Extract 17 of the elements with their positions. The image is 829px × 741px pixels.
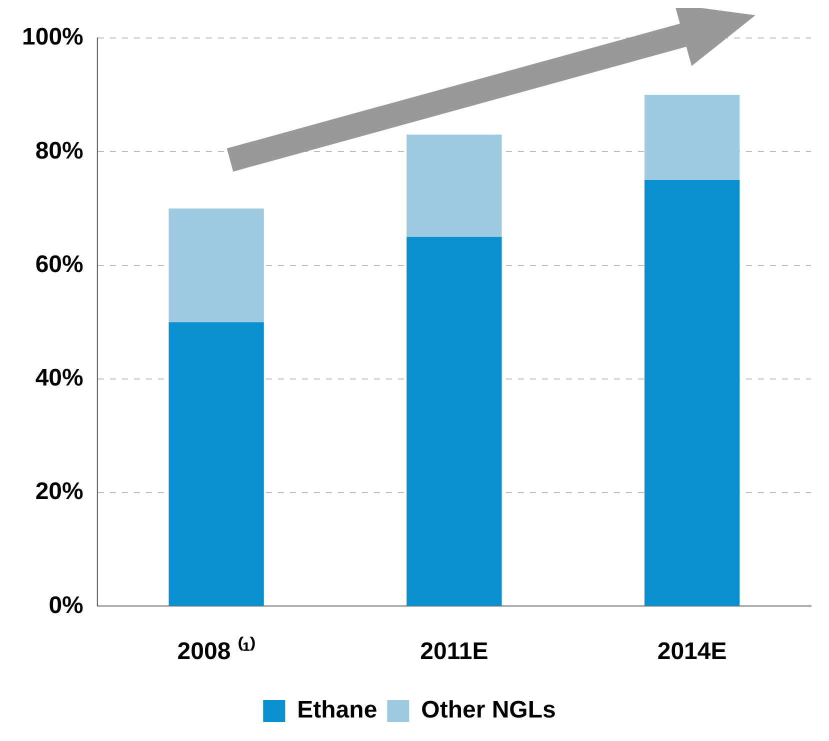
bar — [168, 322, 264, 606]
y-tick-label: 0% — [48, 592, 84, 619]
legend-label: Other NGLs — [421, 696, 556, 724]
legend-label: Ethane — [297, 696, 378, 724]
bar — [406, 236, 502, 606]
y-tick-label: 80% — [35, 137, 84, 164]
y-tick-label: 60% — [35, 250, 84, 278]
y-tick-label: 20% — [35, 478, 84, 506]
x-tick-label: 2011E — [420, 638, 488, 666]
bar — [168, 208, 264, 322]
y-tick-label: 40% — [35, 364, 84, 392]
x-tick-label: 2008 ⁽¹⁾ — [177, 636, 256, 666]
bar — [644, 94, 740, 180]
y-tick-label: 100% — [22, 24, 84, 51]
bar — [406, 134, 502, 237]
x-tick-label: 2014E — [657, 638, 727, 666]
bar — [644, 180, 740, 606]
